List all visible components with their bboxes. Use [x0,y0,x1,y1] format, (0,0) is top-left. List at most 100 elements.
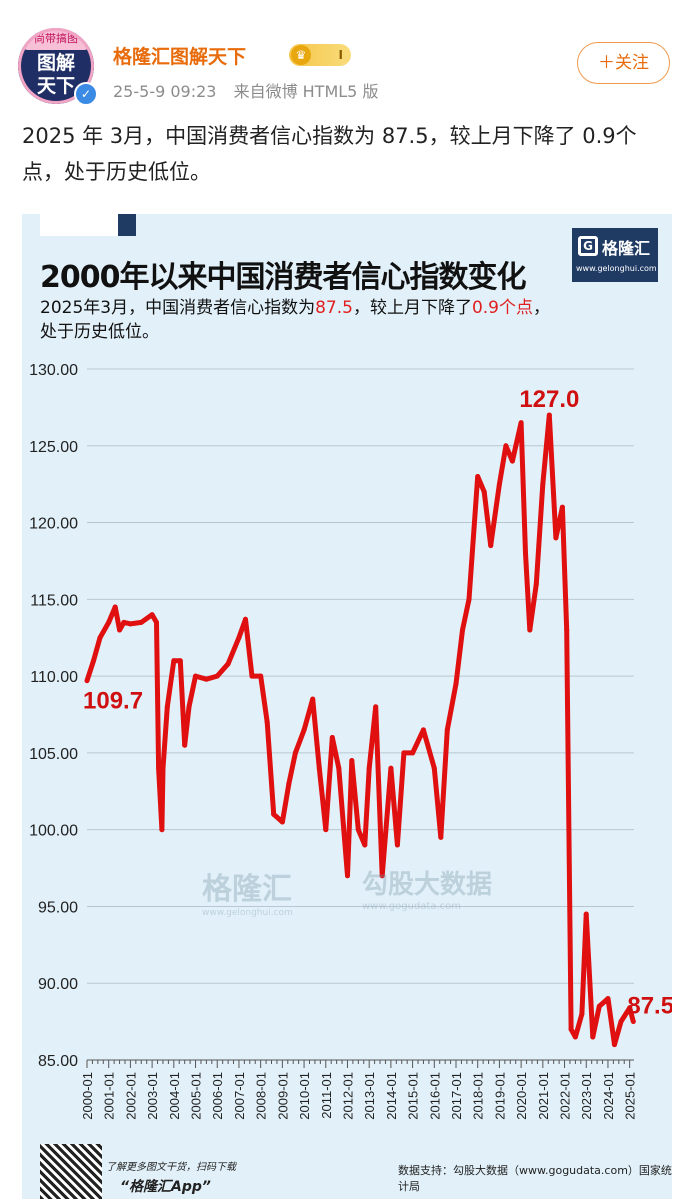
data-point [527,627,533,633]
watermark-gogudata-site: www.gogudata.com [362,901,462,912]
data-point [316,765,322,771]
data-point [286,781,292,787]
watermark-gelonghui-site: www.gelonghui.com [202,908,293,918]
promo-text: 了解更多图文干货，扫码下载 [106,1162,236,1173]
data-point [292,750,298,756]
data-point [279,819,285,825]
x-tick-label: 2007-01 [232,1072,247,1120]
data-point [388,765,394,771]
data-point [611,1042,617,1048]
logo-name: 格隆汇 [602,239,651,258]
logo-g-icon: G [578,236,598,256]
subtitle-part-c: ， [533,298,550,318]
post-image[interactable]: 2000年以来中国消费者信心指数变化 G 格隆汇 www.gelonghui.c… [22,214,672,1199]
y-tick-label: 130.00 [29,362,78,379]
logo-site: www.gelonghui.com [576,264,657,273]
data-point [559,504,565,510]
data-point [564,627,570,633]
data-label: 127.0 [519,386,579,413]
data-point [373,704,379,710]
subtitle-part-d: 处于历史低位。 [40,322,159,342]
data-point [546,412,552,418]
y-tick-label: 115.00 [30,592,78,609]
data-point [156,765,162,771]
data-point [117,627,123,633]
data-point [572,1034,578,1040]
x-tick-label: 2013-01 [362,1072,377,1120]
data-point [91,658,97,664]
y-tick-label: 125.00 [29,439,78,456]
data-point [583,911,589,917]
data-point [186,704,192,710]
data-point [590,1034,596,1040]
x-tick-label: 2003-01 [145,1072,160,1120]
qr-code[interactable] [40,1144,102,1199]
data-point [420,727,426,733]
data-point [171,658,177,664]
data-point [362,842,368,848]
x-tick-label: 2010-01 [297,1072,312,1120]
top-bar-decoration-light [40,214,118,236]
data-point [138,619,144,625]
watermark-gelonghui-text: 格隆汇 [202,872,292,907]
y-tick-label: 85.00 [38,1053,78,1070]
data-point [431,765,437,771]
avatar-line1: 图解 [36,52,75,74]
data-point [568,1026,574,1032]
x-tick-label: 2002-01 [123,1072,138,1120]
data-point [349,758,355,764]
post-source: 来自微博 HTML5 版 [233,82,379,101]
data-point [605,996,611,1002]
data-point [84,678,90,684]
data-point [106,619,112,625]
data-point [444,727,450,733]
data-point [533,581,539,587]
y-tick-label: 110.00 [30,669,78,686]
data-point [225,661,231,667]
data-point [193,673,199,679]
data-point [344,873,350,879]
data-point [630,1019,636,1025]
data-point [453,681,459,687]
data-point [627,1005,633,1011]
member-badge[interactable]: ♛ I [289,44,351,66]
avatar-crown-text: 尚带搞图 [22,28,90,50]
x-tick-label: 2009-01 [275,1072,290,1120]
data-point [355,827,361,833]
follow-label: 关注 [615,53,649,73]
data-point [488,543,494,549]
x-tick-label: 2020-01 [514,1072,529,1120]
username[interactable]: 格隆汇图解天下 [113,46,247,68]
x-tick-label: 2021-01 [536,1072,551,1120]
x-tick-label: 2024-01 [601,1072,616,1120]
data-point [182,742,188,748]
promo-app-name: “格隆汇App” [120,1179,211,1195]
x-tick-label: 2012-01 [340,1072,355,1120]
data-point [579,1011,585,1017]
subtitle-part-a: 2025年3月，中国消费者信心指数为 [40,298,316,318]
data-point [481,489,487,495]
subtitle-value-2: 0.9个点 [471,298,533,318]
data-point [242,616,248,622]
x-tick-label: 2014-01 [384,1072,399,1120]
x-tick-label: 2005-01 [189,1072,204,1120]
data-point [366,765,372,771]
data-point [323,827,329,833]
series-line [84,412,636,1048]
data-point [249,673,255,679]
data-point [518,420,524,426]
data-point [149,612,155,618]
data-point [159,827,165,833]
data-point [329,735,335,741]
data-label: 109.7 [83,688,143,715]
subtitle-part-b: ，较上月下降了 [352,298,472,318]
watermark-gelonghui: 格隆汇 www.gelonghui.com [202,864,293,918]
avatar[interactable]: 尚带搞图 图解 天下 [18,28,94,104]
y-tick-label: 100.00 [29,823,78,840]
data-point [153,619,159,625]
data-point [301,727,307,733]
data-point [97,635,103,641]
y-tick-label: 90.00 [38,976,78,993]
follow-button[interactable]: ＋关注 [577,42,670,84]
x-tick-label: 2016-01 [427,1072,442,1120]
